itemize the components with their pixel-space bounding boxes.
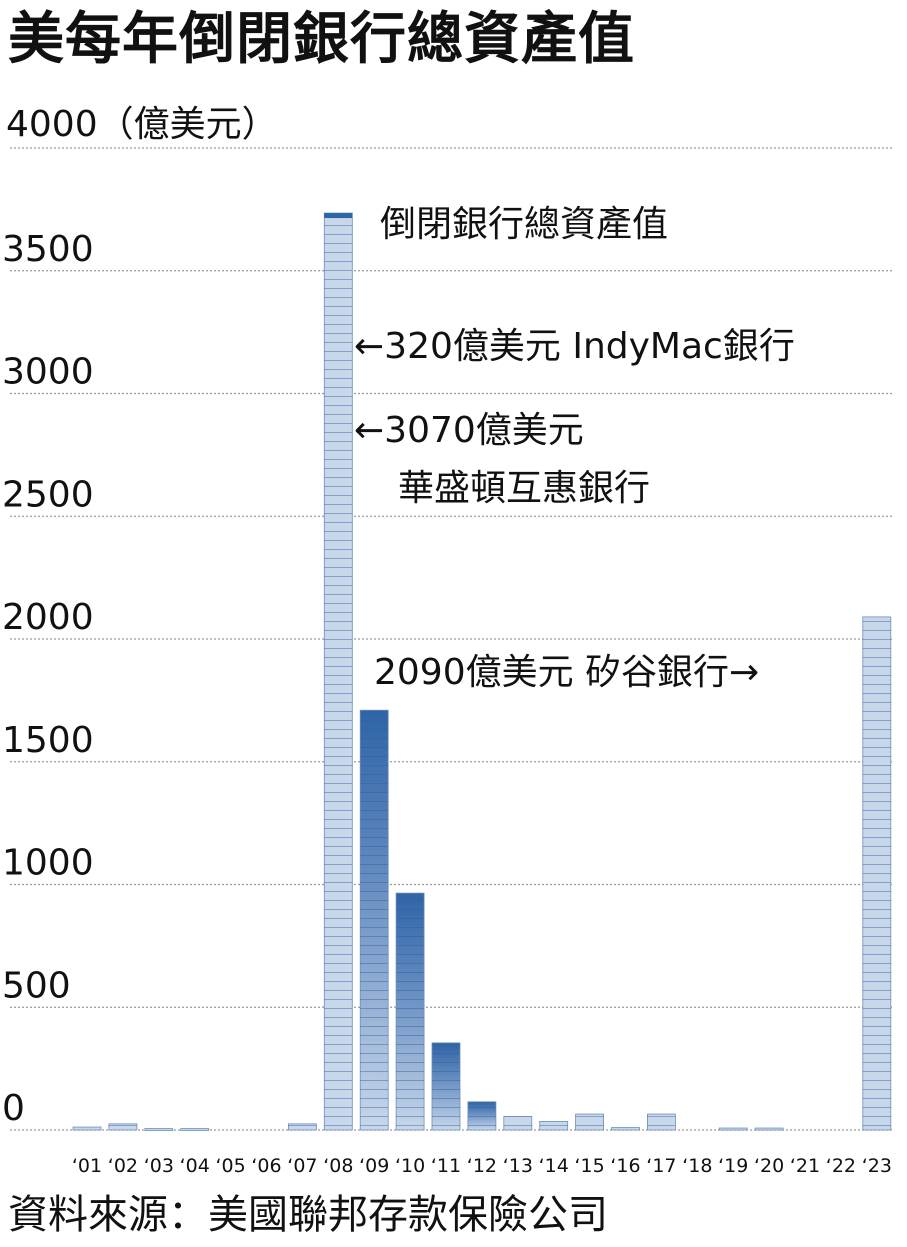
bar — [575, 1113, 604, 1131]
bar-body — [72, 1126, 102, 1131]
bar-body — [144, 1128, 174, 1131]
bar-stripes — [575, 1114, 604, 1130]
annotation-label: 華盛頓互惠銀行 — [398, 468, 650, 509]
x-tick-label: ‘22 — [826, 1155, 856, 1177]
x-tick-label: ‘11 — [431, 1155, 461, 1177]
y-tick-label: 3000 — [2, 352, 94, 393]
bar-stripes — [467, 1101, 496, 1130]
bar — [647, 1113, 676, 1131]
y-tick-label: 1000 — [2, 843, 94, 884]
bar — [611, 1127, 640, 1131]
x-tick-label: ‘12 — [467, 1155, 497, 1177]
x-tick-label: ‘15 — [574, 1155, 604, 1177]
bar — [359, 709, 389, 1131]
x-tick-label: ‘20 — [754, 1155, 784, 1177]
annotations: 倒閉銀行總資產值 ←320億美元 IndyMac銀行 ←3070億美元華盛頓互惠銀行… — [354, 204, 795, 693]
bar-stripes — [539, 1121, 568, 1130]
bar — [431, 1042, 461, 1131]
bar — [108, 1123, 138, 1131]
x-tick-label: ‘10 — [395, 1155, 425, 1177]
annotation-label: 倒閉銀行總資產值 — [380, 204, 668, 245]
x-tick-label: ‘23 — [862, 1155, 892, 1177]
y-tick-label: 3500 — [2, 229, 94, 270]
bar-stripes — [503, 1116, 532, 1130]
bar — [323, 212, 353, 1131]
bars — [72, 212, 892, 1131]
bar-body — [754, 1127, 784, 1131]
y-tick-label: 0 — [2, 1088, 25, 1129]
y-tick-label: 2000 — [2, 597, 94, 638]
bar — [144, 1128, 174, 1131]
x-tick-label: ‘07 — [287, 1155, 317, 1177]
bar — [539, 1121, 569, 1131]
y-tick-label: 1500 — [2, 720, 94, 761]
x-tick-label: ‘16 — [610, 1155, 640, 1177]
x-tick-label: ‘17 — [646, 1155, 676, 1177]
bar — [395, 892, 425, 1131]
bar-cap — [324, 213, 353, 219]
annotation-label: ←3070億美元 — [354, 410, 584, 451]
bar-body — [718, 1127, 748, 1131]
bar-stripes — [396, 893, 425, 1130]
bar — [718, 1127, 748, 1131]
bar — [503, 1116, 533, 1131]
bar — [754, 1127, 784, 1131]
x-tick-label: ‘02 — [108, 1155, 138, 1177]
annotation-label: ←320億美元 IndyMac銀行 — [354, 326, 795, 367]
y-axis-unit-label: 4000（億美元） — [6, 104, 278, 145]
x-tick-label: ‘03 — [144, 1155, 174, 1177]
bar-stripes — [647, 1114, 676, 1130]
x-tick-label: ‘06 — [251, 1155, 281, 1177]
bar-stripes — [288, 1123, 317, 1130]
x-tick-label: ‘21 — [790, 1155, 820, 1177]
bar-stripes — [432, 1042, 460, 1130]
x-tick-label: ‘05 — [215, 1155, 245, 1177]
x-tick-label: ‘04 — [180, 1155, 210, 1177]
bar-stripes — [324, 213, 353, 1130]
y-tick-label: 500 — [2, 965, 71, 1006]
y-axis-ticks: 0 500 1000 1500 2000 2500 3000 3500 — [2, 229, 94, 1129]
x-tick-label: ‘14 — [539, 1155, 569, 1177]
x-tick-label: ‘18 — [682, 1155, 712, 1177]
x-tick-label: ‘08 — [323, 1155, 353, 1177]
bar-stripes — [108, 1123, 137, 1130]
bar — [180, 1128, 210, 1131]
x-axis-ticks: ‘01 ‘02 ‘03 ‘04 ‘05 ‘06 ‘07 ‘08 ‘09 ‘10 ‘11 ‘12 ‘13 ‘… — [72, 1155, 892, 1177]
annotation-label: 2090億美元 矽谷銀行→ — [374, 652, 759, 693]
bar — [467, 1101, 497, 1131]
bar-stripes — [862, 616, 891, 1130]
bar-body — [180, 1128, 210, 1131]
page-title: 美每年倒閉銀行總資產值 — [8, 7, 635, 72]
y-tick-label: 2500 — [2, 474, 94, 515]
bar — [72, 1126, 102, 1131]
source-note: 資料來源：美國聯邦存款保險公司 — [8, 1192, 608, 1238]
x-tick-label: ‘19 — [718, 1155, 748, 1177]
bar — [862, 616, 892, 1131]
x-tick-label: ‘09 — [359, 1155, 389, 1177]
bar — [287, 1123, 317, 1131]
bar-body — [611, 1127, 640, 1131]
x-tick-label: ‘01 — [72, 1155, 102, 1177]
bar-stripes — [360, 710, 389, 1130]
gridlines — [10, 147, 893, 1131]
x-tick-label: ‘13 — [503, 1155, 533, 1177]
